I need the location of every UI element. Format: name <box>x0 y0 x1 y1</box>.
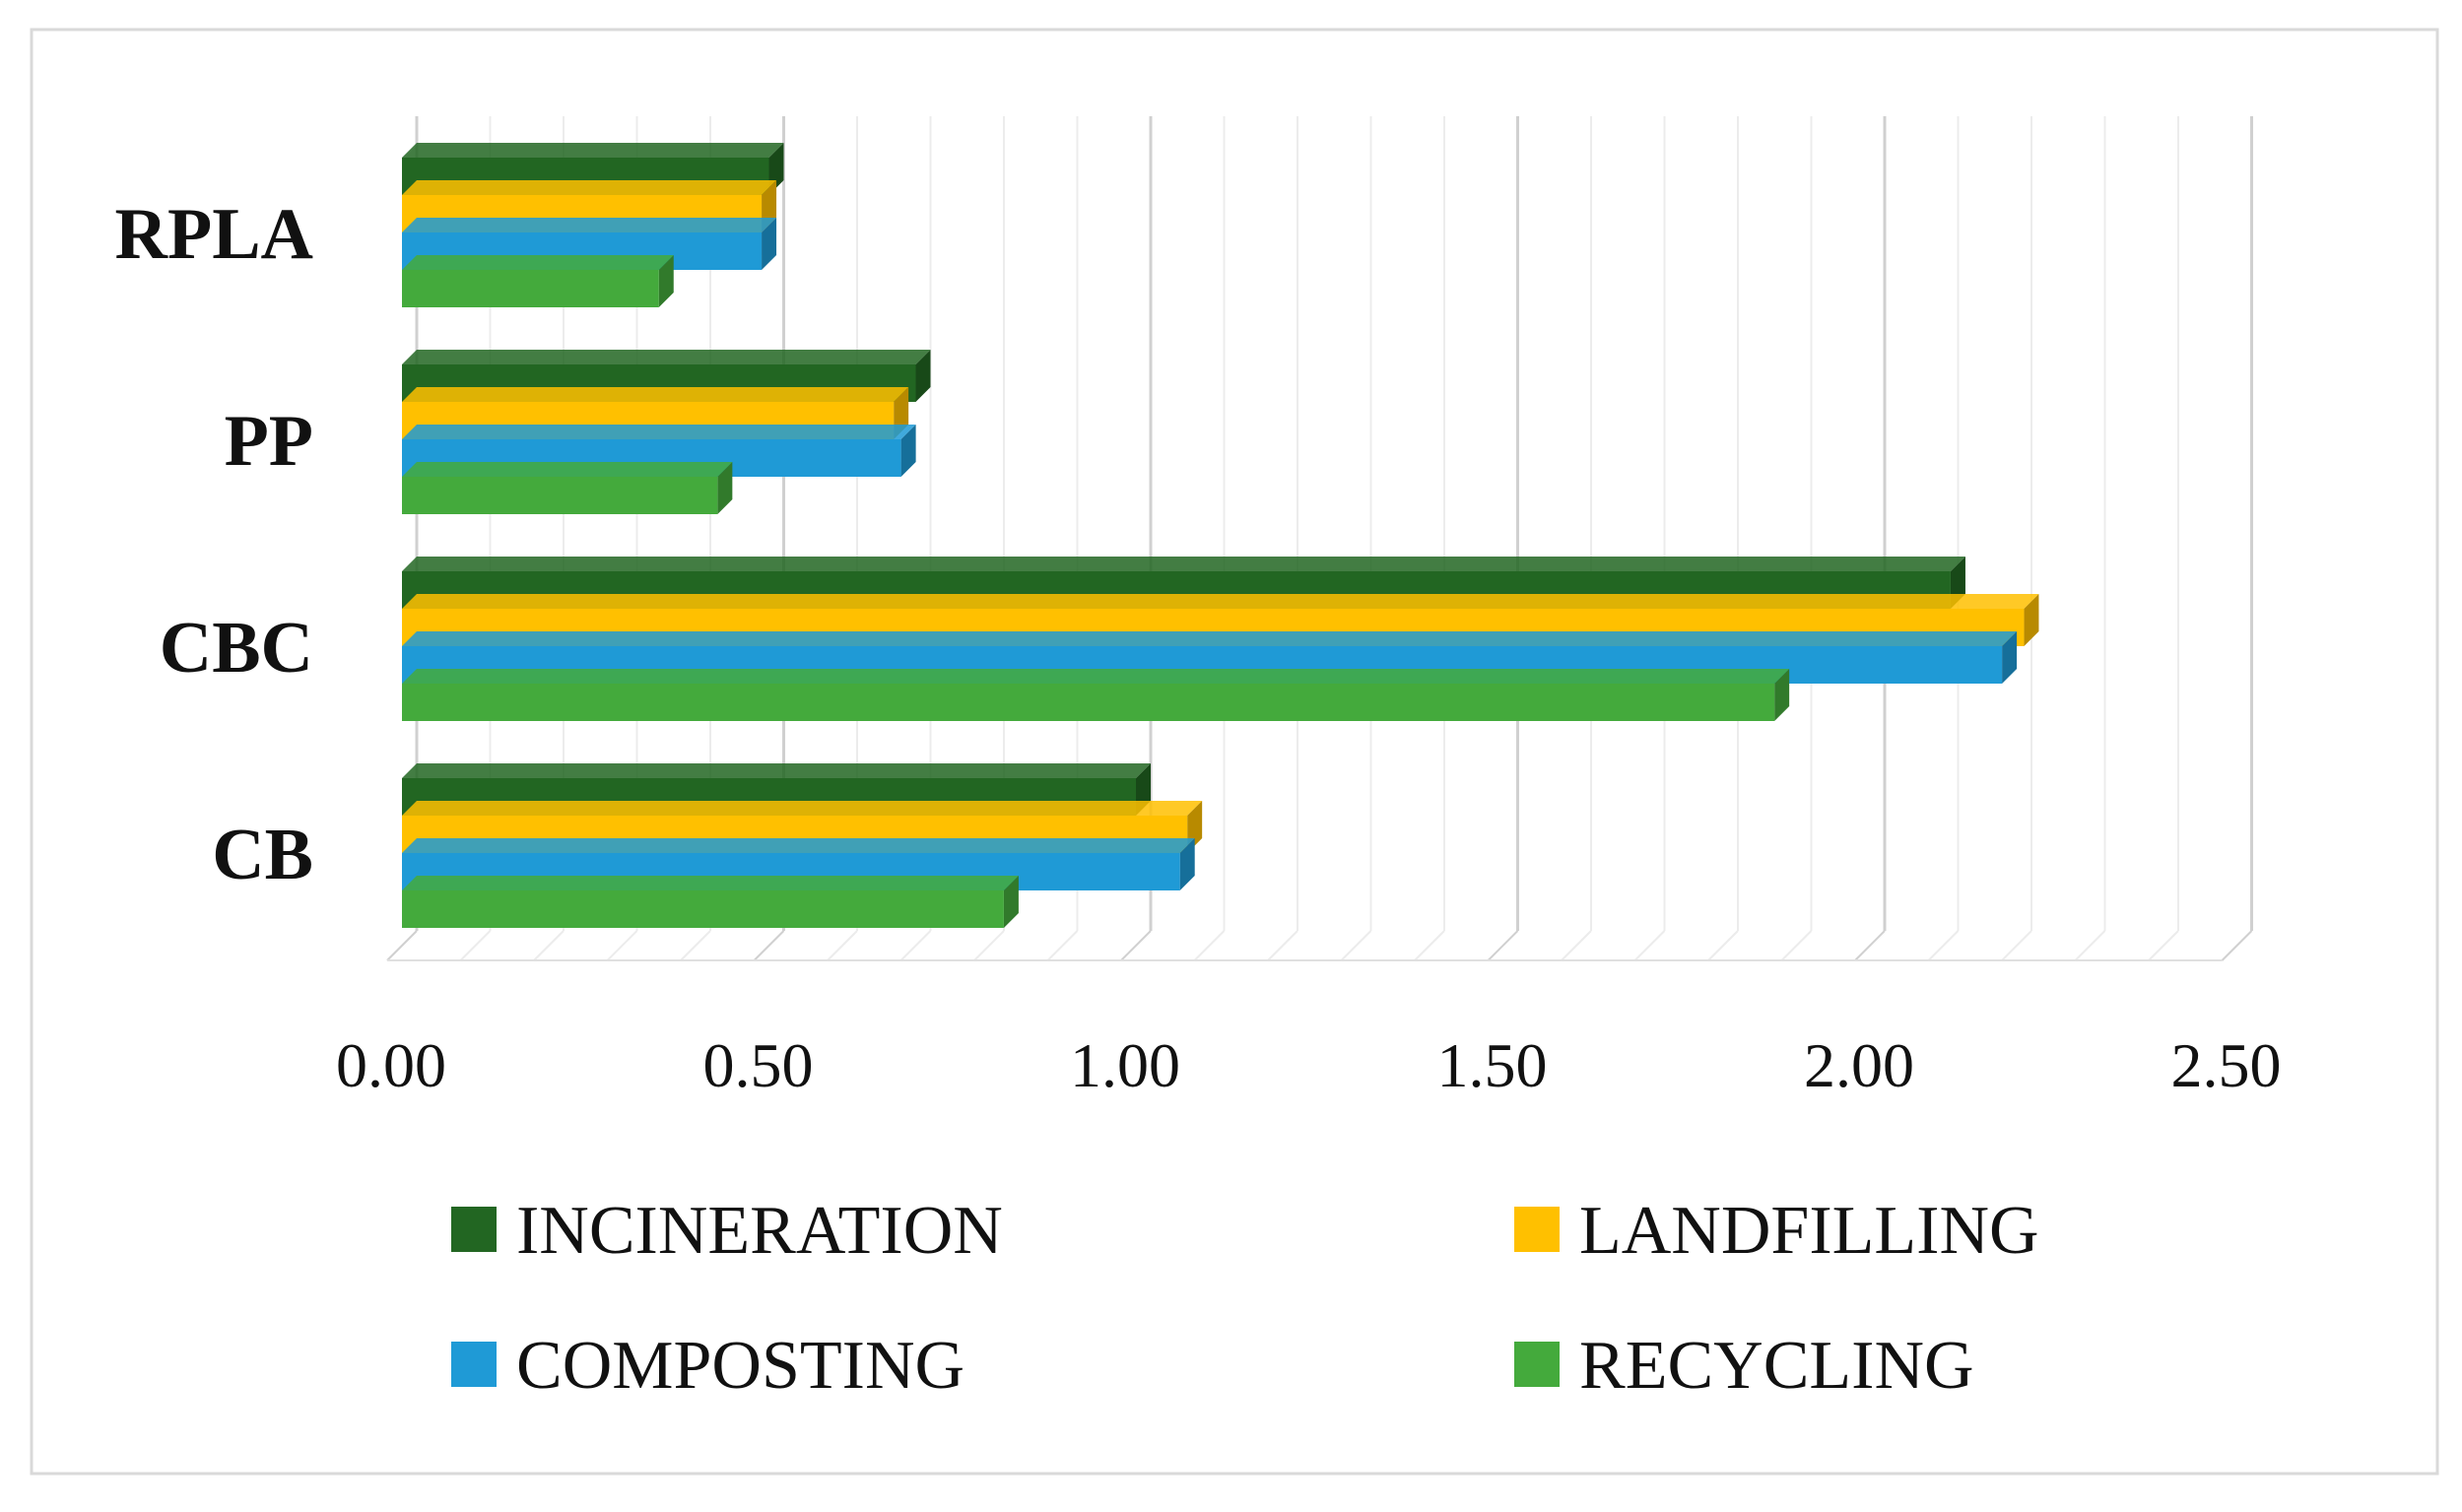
floor-line <box>1487 930 1519 961</box>
floor-line <box>1193 930 1226 961</box>
floor-line <box>899 930 932 961</box>
bar-top-face <box>402 143 784 158</box>
bar-top-face <box>402 838 1195 853</box>
floor-line <box>680 930 711 961</box>
bar-top-face <box>402 350 931 364</box>
bar-top-face <box>402 557 1965 571</box>
bar-end-face <box>658 255 674 307</box>
x-tick-label: 2.50 <box>2171 1030 2282 1100</box>
bar-front-face <box>402 477 718 514</box>
bar-top-face <box>402 594 2039 609</box>
x-tick-label: 1.50 <box>1437 1030 1548 1100</box>
chart-frame <box>30 28 2439 1476</box>
category-label: PP <box>225 401 313 482</box>
floor-line <box>1780 930 1813 961</box>
floor-line <box>533 930 565 961</box>
floor-line <box>606 930 638 961</box>
floor-line <box>1854 930 1886 961</box>
bar-end-face <box>762 218 777 270</box>
floor-line <box>973 930 1005 961</box>
bar-end-face <box>1774 669 1790 721</box>
gridlines <box>415 116 2253 931</box>
bar-end-face <box>915 350 931 402</box>
x-tick-label: 0.50 <box>703 1030 814 1100</box>
floor-line <box>1927 930 1960 961</box>
legend-label-composting: COMPOSTING <box>516 1328 965 1404</box>
bar-top-face <box>402 387 909 402</box>
bar-top-face <box>402 763 1151 778</box>
floor-line <box>2074 930 2106 961</box>
category-label: CB <box>212 815 313 895</box>
bar-top-face <box>402 669 1790 684</box>
legend-swatch-composting <box>451 1342 497 1387</box>
bar-front-face <box>402 270 659 307</box>
x-tick-label: 2.00 <box>1804 1030 1914 1100</box>
bar-end-face <box>900 425 916 477</box>
bars-layer <box>402 143 2039 928</box>
bar-recycling-cb <box>402 876 1019 928</box>
bar-recycling-rpla <box>402 255 674 307</box>
bar-top-face <box>402 180 777 195</box>
floor-line <box>2001 930 2032 961</box>
bar-top-face <box>402 255 674 270</box>
bar-top-face <box>402 462 733 477</box>
legend-swatch-recycling <box>1514 1342 1560 1387</box>
bar-end-face <box>2024 594 2039 646</box>
bar-front-face <box>402 684 1775 721</box>
floor-line <box>1046 930 1079 961</box>
legend-label-incineration: INCINERATION <box>516 1193 1003 1269</box>
bar-top-face <box>402 801 1203 816</box>
floor-line <box>1414 930 1445 961</box>
bar-end-face <box>1179 838 1195 890</box>
floor-line <box>1633 930 1666 961</box>
floor-line <box>1340 930 1372 961</box>
bar-recycling-cbc <box>402 669 1790 721</box>
legend-label-landfilling: LANDFILLING <box>1579 1193 2039 1269</box>
bar-top-face <box>402 876 1019 890</box>
bar-end-face <box>717 462 733 514</box>
category-labels: RPLA PP CBC CB <box>115 194 313 895</box>
legend-swatch-incineration <box>451 1207 497 1252</box>
x-axis-tick-labels: 0.00 0.50 1.00 1.50 2.00 2.50 <box>336 1030 2282 1100</box>
floor-line <box>459 930 492 961</box>
bar-end-face <box>1003 876 1019 928</box>
category-label: RPLA <box>115 194 313 275</box>
legend: INCINERATION LANDFILLING COMPOSTING RECY… <box>451 1193 2039 1404</box>
x-tick-label: 1.00 <box>1070 1030 1180 1100</box>
bar-recycling-pp <box>402 462 733 514</box>
floor-line <box>386 930 418 961</box>
floor-line <box>1561 930 1592 961</box>
bar-top-face <box>402 425 916 439</box>
floor-line <box>2148 930 2179 961</box>
legend-label-recycling: RECYCLING <box>1579 1328 1974 1404</box>
floor-line <box>827 930 858 961</box>
category-label: CBC <box>160 608 313 689</box>
legend-swatch-landfilling <box>1514 1207 1560 1252</box>
bar-top-face <box>402 631 2018 646</box>
bar-end-face <box>2002 631 2018 684</box>
bar-top-face <box>402 218 777 232</box>
floor-line <box>1707 930 1739 961</box>
floor-line <box>2221 930 2253 961</box>
floor-line <box>753 930 785 961</box>
x-tick-label: 0.00 <box>336 1030 446 1100</box>
chart-floor <box>386 930 2253 961</box>
floor-line <box>1120 930 1152 961</box>
floor-line <box>1267 930 1298 961</box>
bar-front-face <box>402 890 1004 928</box>
